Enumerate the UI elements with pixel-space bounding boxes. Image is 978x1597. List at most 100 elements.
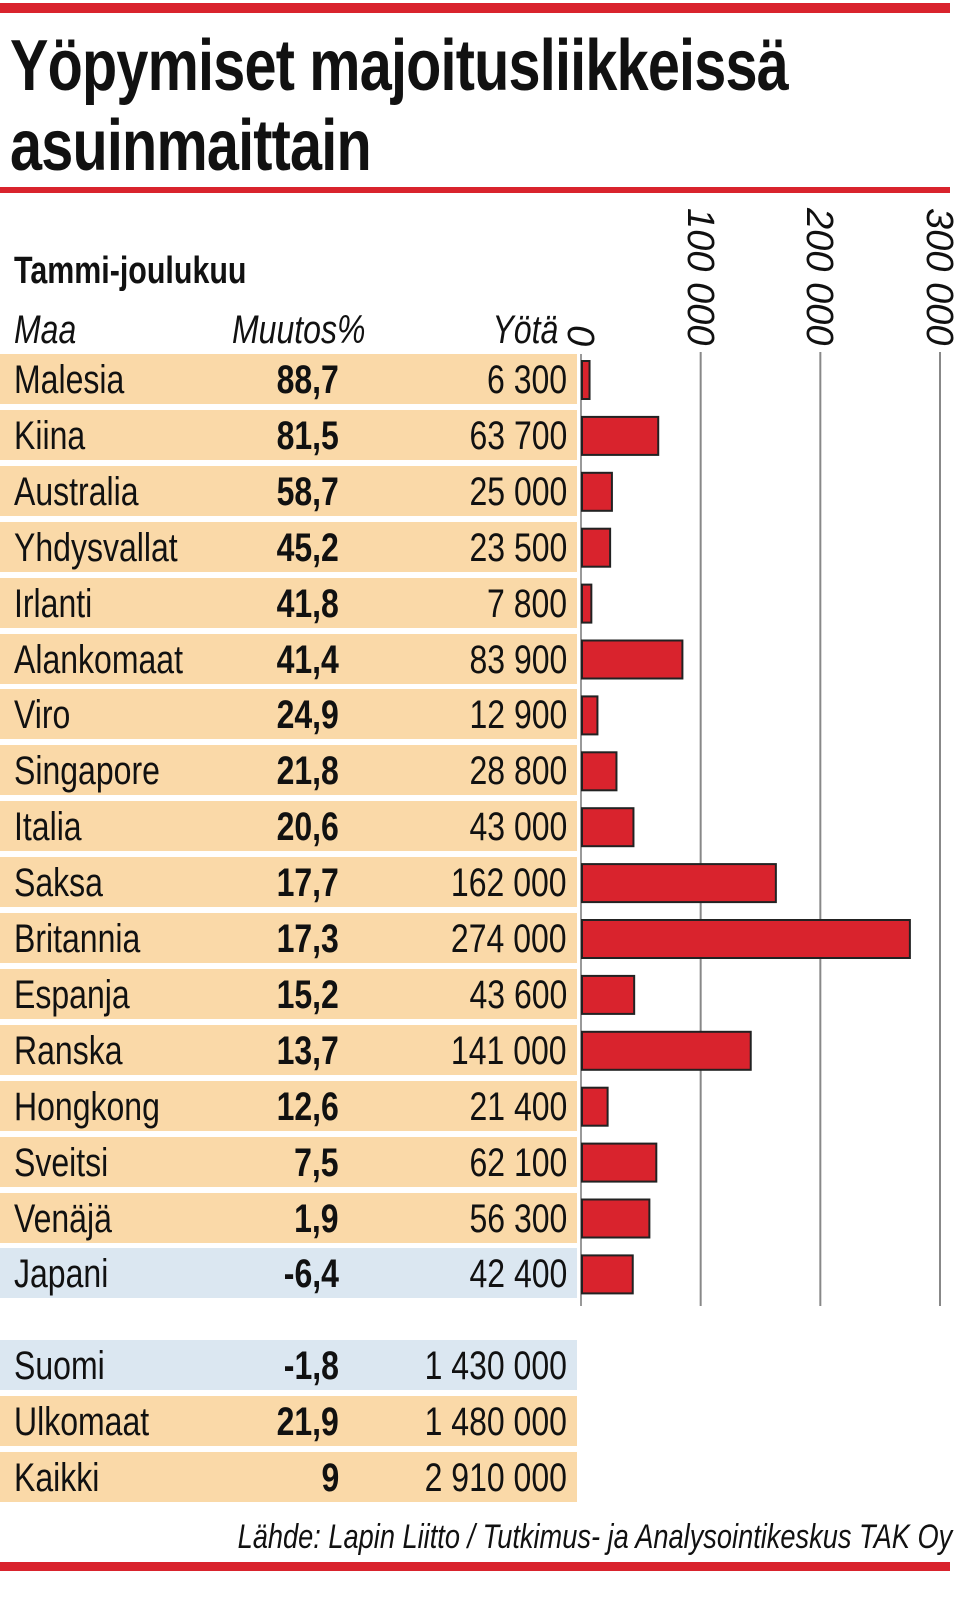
country-label: Ranska (14, 1028, 123, 1073)
bar (581, 1086, 609, 1127)
table-row: Malesia 88,7 6 300 (0, 354, 577, 404)
nights-value: 21 400 (469, 1084, 567, 1129)
change-value: 13,7 (276, 1028, 339, 1073)
country-label: Suomi (14, 1344, 105, 1388)
change-value: 12,6 (276, 1084, 339, 1129)
country-label: Saksa (14, 861, 103, 906)
bar (581, 919, 911, 959)
change-value: 41,8 (276, 581, 339, 626)
nights-value: 1 430 000 (424, 1344, 567, 1388)
bar (581, 1030, 752, 1071)
table-row: Britannia 17,3 274 000 (0, 913, 577, 963)
table-row: Australia 58,7 25 000 (0, 465, 577, 516)
x-tick-label: 200 000 (798, 208, 841, 346)
nights-value: 274 000 (451, 917, 567, 961)
table-row: Singapore 21,8 28 800 (0, 745, 577, 796)
title-line-2: asuinmaittain (10, 106, 372, 186)
bar (581, 415, 660, 456)
bar (581, 695, 599, 736)
country-label: Kaikki (14, 1456, 100, 1500)
totals-row: Suomi -1,8 1 430 000 (0, 1340, 577, 1390)
country-label: Hongkong (14, 1084, 160, 1129)
country-label: Ulkomaat (14, 1400, 150, 1444)
change-value: 58,7 (276, 469, 339, 514)
bar (581, 360, 591, 400)
nights-value: 62 100 (469, 1140, 567, 1185)
nights-value: 28 800 (469, 749, 567, 794)
country-label: Alankomaat (14, 637, 183, 682)
nights-value: 162 000 (451, 861, 567, 906)
nights-value: 12 900 (469, 693, 567, 738)
country-label: Sveitsi (14, 1140, 109, 1185)
bar (581, 863, 777, 904)
source-note: Lähde: Lapin Liitto / Tutkimus- ja Analy… (237, 1518, 952, 1556)
change-value: 17,7 (276, 861, 339, 906)
country-label: Espanja (14, 972, 130, 1017)
change-value: 21,9 (276, 1400, 339, 1444)
table-row: Venäjä 1,9 56 300 (0, 1192, 577, 1243)
nights-value: 23 500 (469, 525, 567, 570)
bar (581, 527, 612, 568)
country-label: Australia (14, 469, 139, 514)
table-row: Yhdysvallat 45,2 23 500 (0, 521, 577, 572)
table-row: Hongkong 12,6 21 400 (0, 1080, 577, 1131)
bar (581, 751, 618, 792)
totals-row: Ulkomaat 21,9 1 480 000 (0, 1396, 577, 1446)
nights-value: 63 700 (469, 413, 567, 458)
bar (581, 1254, 634, 1295)
bottom-rule (0, 1562, 950, 1571)
header-nights: Yötä (492, 308, 558, 352)
change-value: 15,2 (276, 972, 339, 1017)
change-value: -6,4 (283, 1252, 339, 1297)
totals-row: Kaikki 9 2 910 000 (0, 1452, 577, 1502)
nights-value: 1 480 000 (424, 1400, 567, 1444)
x-tick-label: 300 000 (918, 208, 960, 346)
nights-value: 6 300 (486, 358, 567, 402)
nights-value: 7 800 (486, 581, 567, 626)
nights-value: 2 910 000 (424, 1456, 567, 1500)
bar (581, 471, 613, 512)
country-label: Yhdysvallat (14, 525, 178, 570)
title-line-1: Yöpymiset majoitusliikkeissä (10, 26, 789, 106)
country-label: Viro (14, 693, 71, 738)
table-row: Viro 24,9 12 900 (0, 689, 577, 740)
change-value: 81,5 (276, 413, 339, 458)
top-rule (0, 3, 950, 13)
change-value: 21,8 (276, 749, 339, 794)
chart-subtitle: Tammi-joulukuu (14, 250, 247, 292)
table-row: Irlanti 41,8 7 800 (0, 577, 577, 628)
nights-value: 56 300 (469, 1196, 567, 1241)
change-value: 7,5 (294, 1140, 339, 1185)
nights-value: 43 600 (469, 972, 567, 1017)
nights-value: 42 400 (469, 1252, 567, 1297)
bar (581, 1142, 658, 1183)
bar (581, 639, 684, 680)
country-label: Singapore (14, 749, 160, 794)
table-row: Saksa 17,7 162 000 (0, 857, 577, 908)
nights-value: 43 000 (469, 805, 567, 850)
title-rule (0, 187, 950, 193)
country-label: Malesia (14, 358, 125, 402)
change-value: 24,9 (276, 693, 339, 738)
change-value: 45,2 (276, 525, 339, 570)
change-value: 41,4 (276, 637, 339, 682)
bar (581, 583, 593, 624)
change-value: -1,8 (283, 1344, 339, 1388)
change-value: 17,3 (276, 917, 339, 961)
table-row: Japani -6,4 42 400 (0, 1248, 577, 1299)
nights-value: 141 000 (451, 1028, 567, 1073)
change-value: 88,7 (276, 358, 339, 402)
country-label: Irlanti (14, 581, 93, 626)
x-tick-label: 0 (559, 325, 601, 347)
change-value: 20,6 (276, 805, 339, 850)
nights-value: 83 900 (469, 637, 567, 682)
table-row: Sveitsi 7,5 62 100 (0, 1136, 577, 1187)
chart-title: Yöpymiset majoitusliikkeissä asuinmaitta… (10, 26, 978, 186)
country-label: Venäjä (14, 1196, 112, 1241)
country-label: Kiina (14, 413, 86, 458)
header-change: Muutos% (232, 308, 366, 352)
header-country: Maa (14, 308, 77, 352)
country-label: Japani (14, 1252, 109, 1297)
bar (581, 1198, 651, 1239)
bar (581, 807, 635, 848)
